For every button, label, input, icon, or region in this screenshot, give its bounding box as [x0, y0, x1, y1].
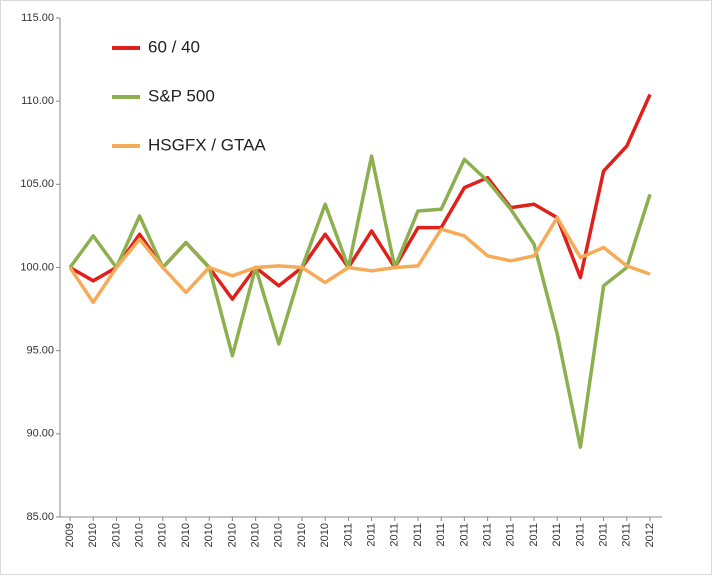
x-tick-label: 2011	[574, 523, 586, 547]
x-tick-label: 2011	[389, 523, 401, 547]
y-tick-label: 105.00	[20, 178, 54, 190]
x-tick-label: 2009	[64, 523, 76, 547]
x-tick-label: 2010	[226, 523, 238, 547]
x-tick-label: 2010	[134, 523, 146, 547]
legend-label: HSGFX / GTAA	[148, 135, 266, 154]
y-tick-label: 85.00	[26, 511, 54, 523]
x-tick-label: 2011	[435, 523, 447, 547]
x-tick-label: 2012	[644, 523, 656, 547]
x-tick-label: 2011	[505, 523, 517, 547]
x-tick-label: 2011	[366, 523, 378, 547]
y-tick-label: 90.00	[26, 428, 54, 440]
x-tick-label: 2010	[87, 523, 99, 547]
x-tick-label: 2011	[528, 523, 540, 547]
x-tick-label: 2010	[180, 523, 192, 547]
x-tick-label: 2010	[273, 523, 285, 547]
x-tick-label: 2011	[342, 523, 354, 547]
series-line	[68, 154, 652, 449]
y-tick-label: 110.00	[21, 95, 54, 107]
y-tick-label: 95.00	[26, 345, 54, 357]
x-tick-label: 2011	[458, 523, 470, 547]
x-tick-label: 2010	[296, 523, 308, 547]
x-tick-label: 2010	[319, 523, 331, 547]
x-tick-label: 2011	[482, 523, 494, 547]
x-tick-label: 2011	[551, 523, 563, 547]
legend-label: S&P 500	[148, 86, 215, 105]
x-tick-label: 2010	[250, 523, 262, 547]
y-tick-label: 100.00	[20, 261, 54, 273]
series-line	[68, 215, 651, 305]
x-tick-label: 2010	[157, 523, 169, 547]
legend-label: 60 / 40	[148, 37, 200, 56]
y-tick-label: 115.00	[21, 12, 54, 24]
x-tick-label: 2010	[110, 523, 122, 547]
x-tick-label: 2011	[598, 523, 610, 547]
x-tick-label: 2011	[412, 523, 424, 547]
x-tick-label: 2010	[203, 523, 215, 547]
x-tick-label: 2011	[621, 523, 633, 547]
